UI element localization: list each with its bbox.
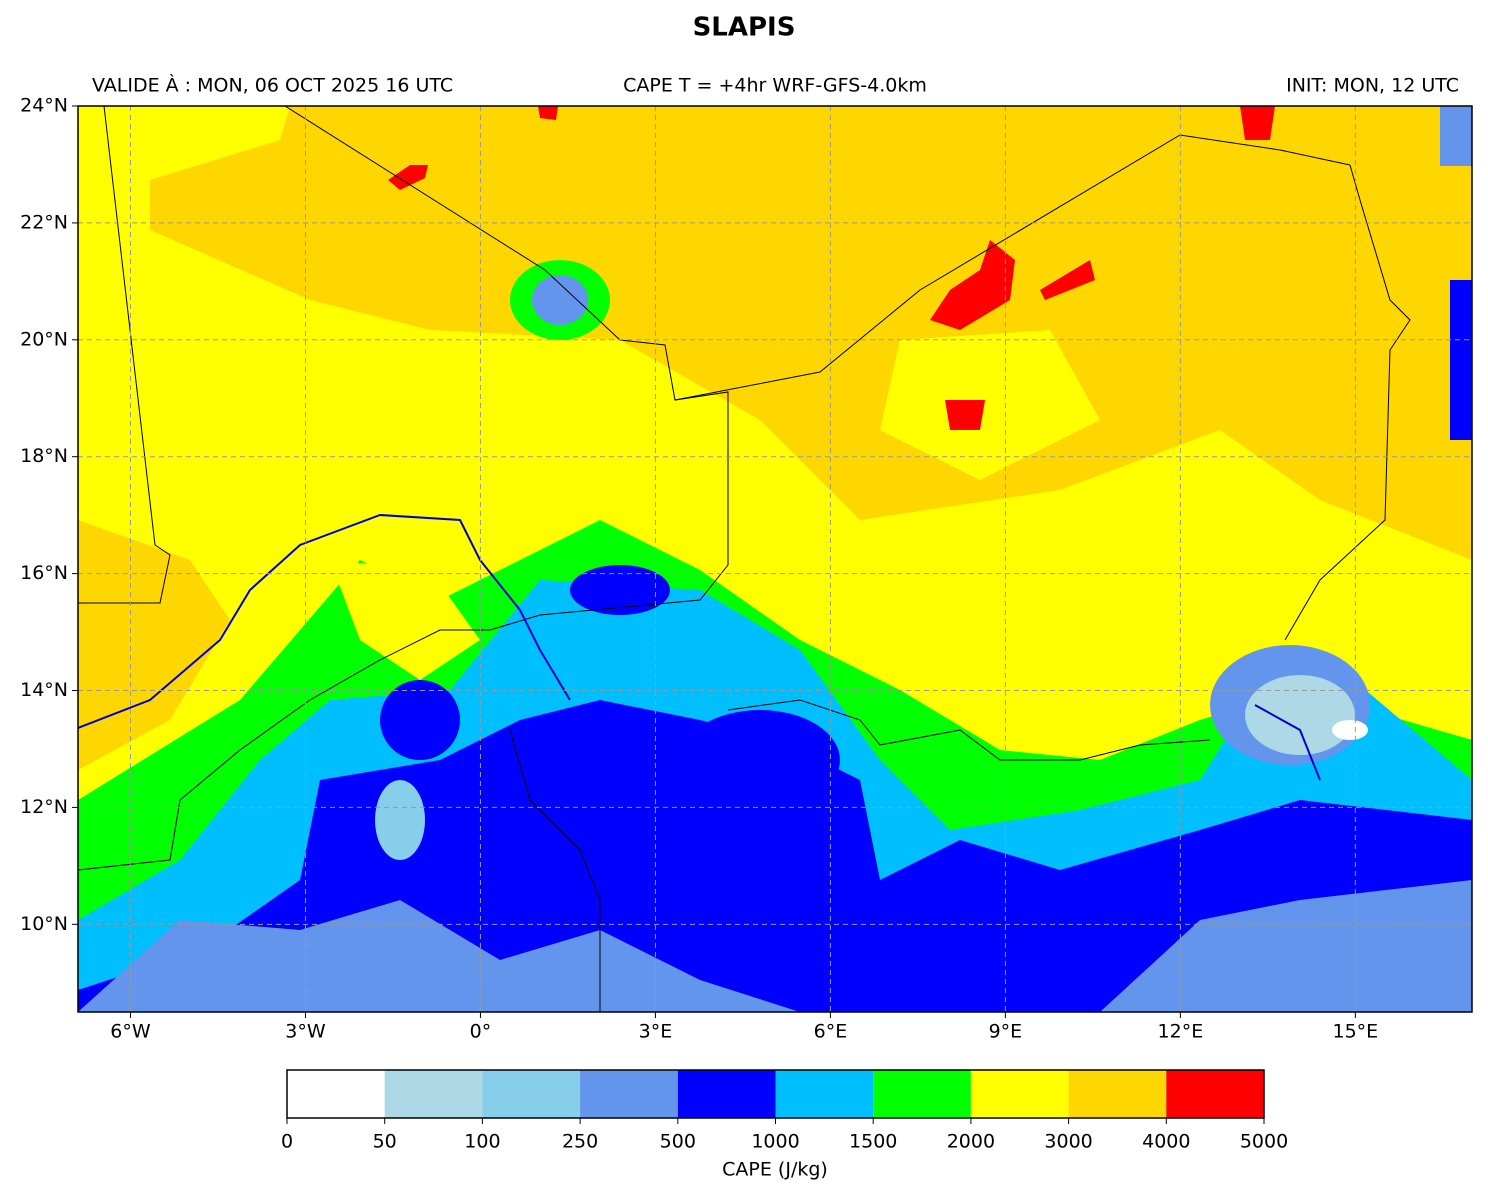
init-time: INIT: MON, 12 UTC <box>1286 75 1459 97</box>
valid-time: VALIDE À : MON, 06 OCT 2025 16 UTC <box>92 74 453 97</box>
y-tick-label: 24°N <box>20 95 68 117</box>
x-tick-label: 9°E <box>989 1021 1023 1043</box>
colorbar-segment <box>287 1070 385 1118</box>
forecast-label: CAPE T = +4hr WRF-GFS-4.0km <box>623 75 927 97</box>
colorbar-segment <box>677 1070 776 1118</box>
colorbar-segment <box>970 1070 1069 1118</box>
x-tick-label: 15°E <box>1333 1021 1379 1043</box>
colorbar-tick-label: 50 <box>373 1131 397 1153</box>
colorbar-tick-label: 2000 <box>947 1131 995 1153</box>
x-tick-label: 3°W <box>285 1021 326 1043</box>
map-frame <box>77 105 1473 1013</box>
colorbar-tick-label: 4000 <box>1142 1131 1190 1153</box>
cape-field <box>78 106 1472 1012</box>
colorbar-segment <box>384 1070 483 1118</box>
x-tick-label: 6°E <box>814 1021 848 1043</box>
y-tick-label: 10°N <box>20 913 68 935</box>
x-tick-label: 3°E <box>639 1021 673 1043</box>
y-tick-label: 16°N <box>20 562 68 584</box>
colorbar-tick-label: 5000 <box>1240 1131 1288 1153</box>
colorbar-tick-label: 1500 <box>849 1131 897 1153</box>
x-tick-label: 12°E <box>1158 1021 1204 1043</box>
colorbar-tick-label: 250 <box>562 1131 598 1153</box>
colorbar-label: CAPE (J/kg) <box>722 1159 828 1181</box>
colorbar-tick-label: 3000 <box>1044 1131 1092 1153</box>
colorbar-segment <box>482 1070 581 1118</box>
colorbar-segment <box>1068 1070 1167 1118</box>
x-tick-label: 6°W <box>110 1021 151 1043</box>
y-tick-label: 12°N <box>20 796 68 818</box>
colorbar-tick-label: 0 <box>281 1131 293 1153</box>
colorbar-tick-label: 500 <box>660 1131 696 1153</box>
borders <box>78 106 1411 1012</box>
rivers <box>78 513 1321 781</box>
colorbar-segment <box>1166 1070 1264 1118</box>
colorbar-tick-label: 1000 <box>751 1131 799 1153</box>
x-tick-label: 0° <box>470 1021 492 1043</box>
y-tick-label: 18°N <box>20 445 68 467</box>
y-tick-label: 22°N <box>20 211 68 233</box>
colorbar-tick-label: 100 <box>464 1131 500 1153</box>
y-tick-label: 20°N <box>20 328 68 350</box>
colorbar-segment <box>580 1070 678 1118</box>
colorbar-segment <box>873 1070 971 1118</box>
colorbar-segment <box>775 1070 874 1118</box>
title: SLAPIS <box>693 13 796 43</box>
y-tick-label: 14°N <box>20 679 68 701</box>
